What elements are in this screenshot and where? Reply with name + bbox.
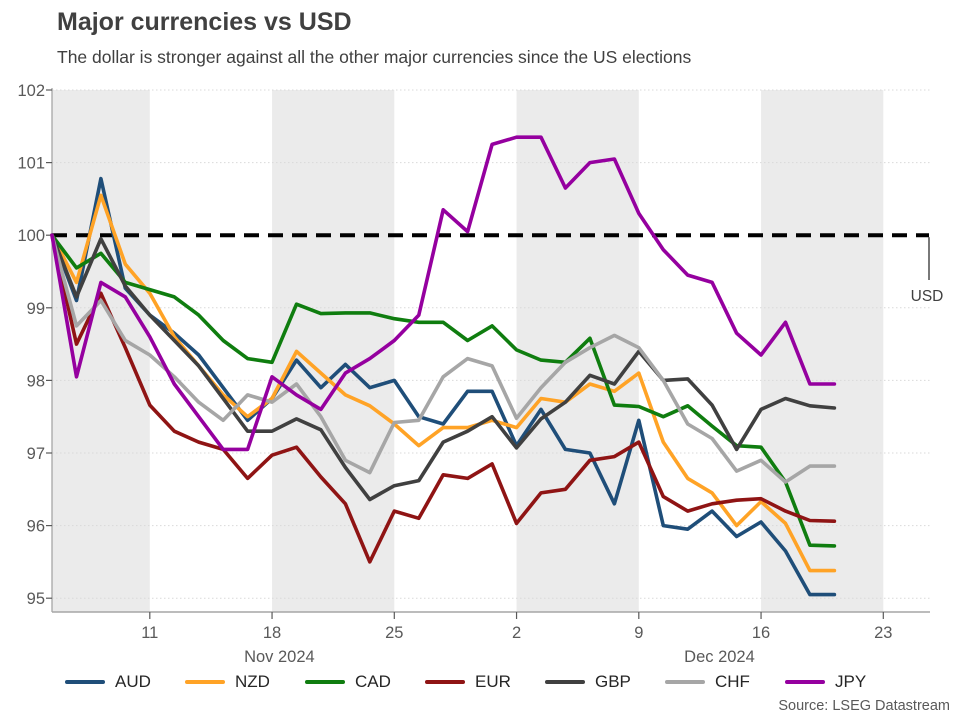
usd-line-label: USD: [911, 288, 944, 305]
chart-legend: AUD NZD CAD EUR GBP CHF JPY: [65, 672, 905, 692]
page-subtitle: The dollar is stronger against all the o…: [57, 47, 692, 67]
legend-item-aud: AUD: [65, 672, 185, 692]
legend-label-cad: CAD: [355, 672, 391, 691]
series-line-aud: [50, 176, 837, 597]
series-line-cad: [50, 233, 837, 548]
series-line-chf: [50, 233, 837, 484]
legend-swatch-eur: [425, 679, 465, 685]
axis-label: 9: [634, 624, 643, 642]
legend-label-eur: EUR: [475, 672, 511, 691]
axis-label: 11: [141, 624, 158, 642]
legend-item-cad: CAD: [305, 672, 425, 692]
axis-label: 99: [27, 300, 45, 318]
legend-label-aud: AUD: [115, 672, 151, 691]
axis-label: 98: [27, 372, 45, 390]
legend-item-gbp: GBP: [545, 672, 665, 692]
legend-label-chf: CHF: [715, 672, 750, 691]
week-band-1: [272, 90, 395, 612]
legend-swatch-chf: [665, 679, 705, 685]
axis-label: 95: [27, 590, 45, 608]
legend-swatch-jpy: [785, 679, 825, 685]
source-text: Source: LSEG Datastream: [778, 698, 950, 714]
axis-label: 25: [385, 624, 403, 642]
axis-label: 23: [874, 624, 892, 642]
axis-label: 101: [17, 155, 45, 173]
series-line-gbp: [50, 233, 837, 502]
axis-label: Nov 2024: [244, 648, 315, 666]
legend-item-jpy: JPY: [785, 672, 905, 692]
series-line-jpy: [50, 135, 837, 452]
axis-label: 96: [27, 518, 45, 536]
legend-swatch-cad: [305, 679, 345, 685]
legend-item-nzd: NZD: [185, 672, 305, 692]
axis-label: 16: [752, 624, 770, 642]
axis-label: 100: [17, 227, 45, 245]
axis-label: 102: [17, 82, 45, 100]
axis-label: Dec 2024: [684, 648, 755, 666]
series-line-eur: [50, 233, 837, 564]
legend-label-jpy: JPY: [835, 672, 867, 691]
legend-swatch-aud: [65, 679, 105, 685]
legend-swatch-nzd: [185, 679, 225, 685]
page-title: Major currencies vs USD: [57, 8, 352, 36]
axis-label: 18: [263, 624, 281, 642]
week-band-0: [52, 90, 150, 612]
legend-label-nzd: NZD: [235, 672, 270, 691]
week-band-3: [761, 90, 884, 612]
legend-label-gbp: GBP: [595, 672, 631, 691]
axis-label: 2: [512, 624, 521, 642]
legend-item-eur: EUR: [425, 672, 545, 692]
axis-label: 97: [27, 445, 45, 463]
legend-item-chf: CHF: [665, 672, 785, 692]
legend-swatch-gbp: [545, 679, 585, 685]
